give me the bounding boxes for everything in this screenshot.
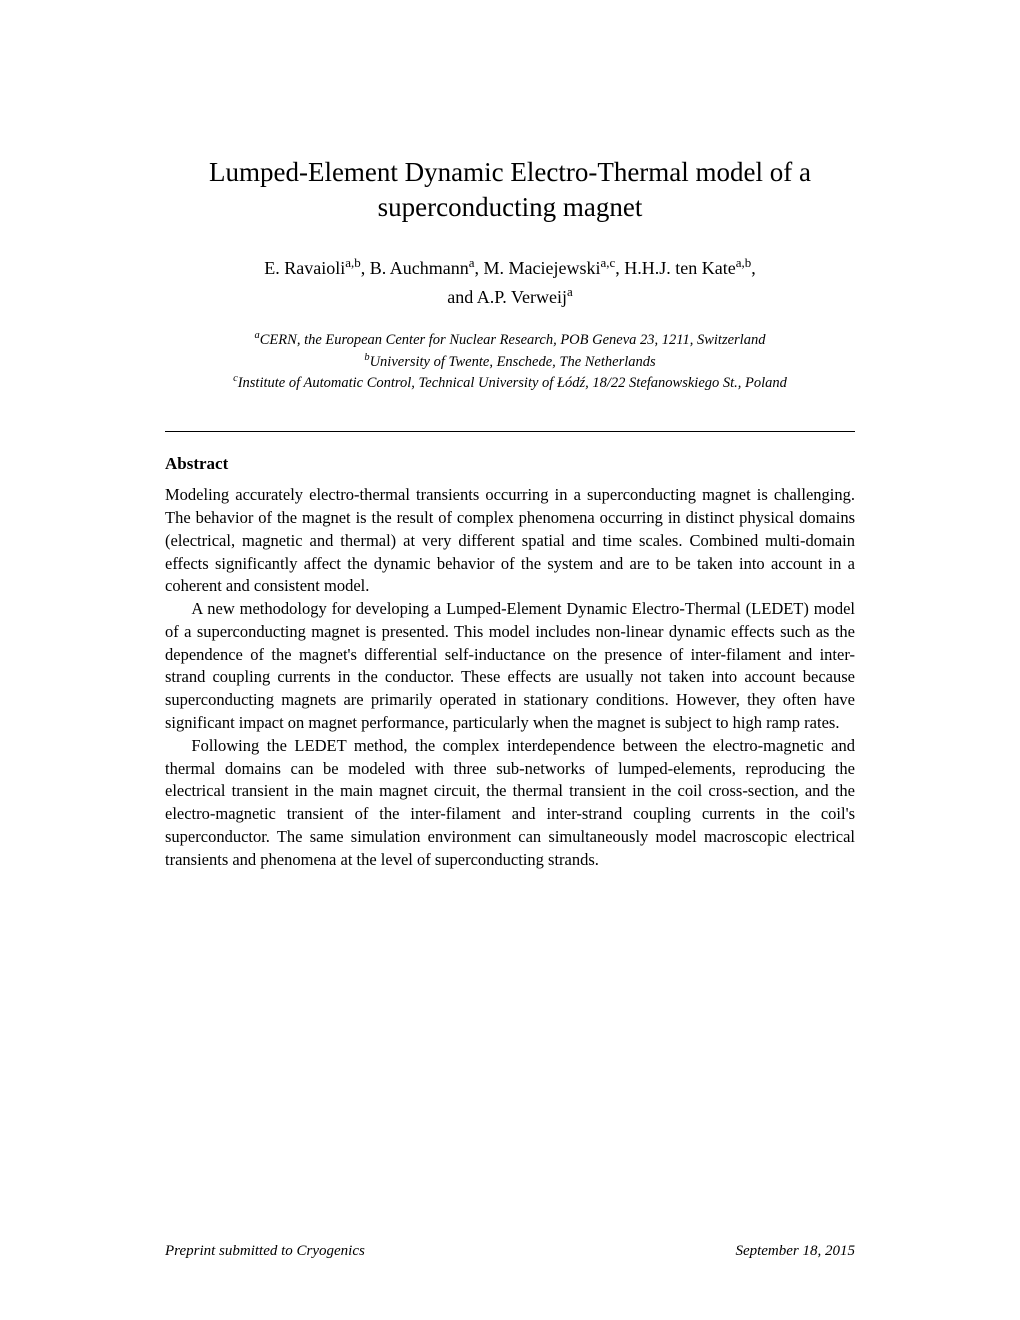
author-affil-sup: a,b (736, 255, 751, 270)
affiliation-line: aCERN, the European Center for Nuclear R… (165, 329, 855, 350)
authors-block: E. Ravaiolia,b, B. Auchmanna, M. Macieje… (165, 253, 855, 311)
abstract-paragraph: Modeling accurately electro-thermal tran… (165, 484, 855, 598)
affiliations-block: aCERN, the European Center for Nuclear R… (165, 329, 855, 393)
paper-title: Lumped-Element Dynamic Electro-Thermal m… (165, 155, 855, 225)
author-name: , M. Maciejewski (475, 258, 601, 278)
author-name: , B. Auchmann (361, 258, 469, 278)
author-sep: , (751, 258, 756, 278)
abstract-heading: Abstract (165, 454, 855, 474)
affil-text: University of Twente, Enschede, The Neth… (370, 353, 656, 369)
affiliation-line: bUniversity of Twente, Enschede, The Net… (165, 351, 855, 372)
author-affil-sup: a,c (600, 255, 615, 270)
horizontal-rule (165, 431, 855, 432)
affil-text: CERN, the European Center for Nuclear Re… (260, 332, 766, 348)
author-name: E. Ravaioli (264, 258, 345, 278)
author-name: and A.P. Verweij (447, 287, 567, 307)
author-affil-sup: a,b (345, 255, 360, 270)
footer-journal: Preprint submitted to Cryogenics (165, 1243, 365, 1260)
affil-text: Institute of Automatic Control, Technica… (238, 375, 787, 391)
page-footer: Preprint submitted to Cryogenics Septemb… (165, 1243, 855, 1260)
abstract-paragraph: Following the LEDET method, the complex … (165, 735, 855, 872)
affiliation-line: cInstitute of Automatic Control, Technic… (165, 372, 855, 393)
abstract-body: Modeling accurately electro-thermal tran… (165, 484, 855, 871)
author-affil-sup: a (567, 284, 573, 299)
footer-date: September 18, 2015 (735, 1243, 855, 1260)
author-name: , H.H.J. ten Kate (615, 258, 735, 278)
abstract-paragraph: A new methodology for developing a Lumpe… (165, 598, 855, 735)
